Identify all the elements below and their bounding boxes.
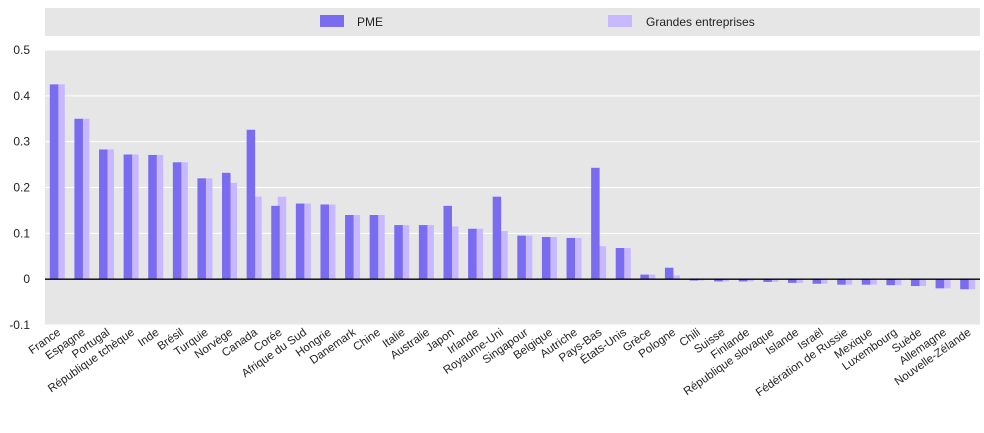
x-tick-label: Chine bbox=[351, 327, 383, 354]
bar-grandes-entreprises bbox=[425, 225, 434, 280]
bar-pme bbox=[271, 205, 280, 280]
bar-pme bbox=[320, 204, 329, 280]
bar-pme bbox=[837, 279, 846, 285]
bar-pme bbox=[222, 172, 231, 280]
bar-pme bbox=[369, 215, 379, 280]
bar-pme bbox=[763, 279, 772, 282]
bar-pme bbox=[49, 84, 59, 280]
bar-grandes-entreprises bbox=[892, 279, 902, 286]
bar-grandes-entreprises bbox=[819, 279, 828, 284]
legend-band bbox=[45, 8, 980, 36]
y-tick-label: 0 bbox=[23, 272, 30, 286]
bar-grandes-entreprises bbox=[966, 279, 976, 290]
bar-pme bbox=[492, 196, 502, 280]
bar-grandes-entreprises bbox=[745, 279, 754, 282]
bar-pme bbox=[787, 279, 797, 283]
bar-pme bbox=[468, 228, 477, 280]
y-tick-label: 0.1 bbox=[13, 226, 30, 240]
bar-grandes-entreprises bbox=[720, 279, 730, 282]
bar-grandes-entreprises bbox=[376, 215, 385, 280]
bar-pme bbox=[640, 274, 649, 280]
bar-grandes-entreprises bbox=[351, 215, 361, 280]
bar-grandes-entreprises bbox=[671, 275, 680, 280]
legend-swatch-pme bbox=[320, 15, 344, 27]
y-tick-label: 0.5 bbox=[13, 43, 30, 57]
bar-pme bbox=[443, 205, 452, 280]
y-tick-labels: -0.1 0 0.1 0.2 0.3 0.4 0.5 bbox=[9, 43, 30, 332]
bar-pme bbox=[886, 279, 895, 286]
bar-grandes-entreprises bbox=[449, 226, 459, 280]
bar-pme bbox=[910, 279, 920, 287]
bar-grandes-entreprises bbox=[179, 162, 188, 280]
bar-grandes-entreprises bbox=[499, 231, 508, 280]
bar-grandes-entreprises bbox=[228, 182, 238, 280]
bar-pme bbox=[418, 225, 428, 280]
bar-grandes-entreprises bbox=[622, 248, 631, 280]
bar-pme bbox=[345, 215, 354, 280]
bar-grandes-entreprises bbox=[794, 279, 803, 283]
legend: PME Grandes entreprises bbox=[320, 15, 755, 29]
bar-pme bbox=[295, 203, 305, 280]
bar-pme bbox=[541, 237, 551, 280]
bar-grandes-entreprises bbox=[400, 225, 410, 280]
bar-pme bbox=[664, 267, 674, 280]
bar-grandes-entreprises bbox=[302, 203, 311, 280]
bar-grandes-entreprises bbox=[868, 279, 877, 285]
bar-grandes-entreprises bbox=[326, 204, 336, 280]
bar-pme bbox=[394, 225, 403, 280]
bar-grandes-entreprises bbox=[277, 196, 287, 280]
bar-grandes-entreprises bbox=[474, 228, 484, 280]
bar-pme bbox=[591, 167, 600, 280]
y-tick-label: 0.2 bbox=[13, 181, 30, 195]
bar-grandes-entreprises bbox=[80, 118, 90, 280]
legend-swatch-grandes-entreprises bbox=[608, 15, 632, 27]
bar-pme bbox=[812, 279, 822, 284]
legend-label-grandes-entreprises: Grandes entreprises bbox=[646, 15, 755, 29]
bar-grandes-entreprises bbox=[597, 246, 607, 280]
bar-pme bbox=[960, 279, 969, 290]
bar-pme bbox=[714, 279, 723, 282]
bar-pme bbox=[148, 154, 157, 280]
bar-grandes-entreprises bbox=[646, 274, 656, 280]
legend-label-pme: PME bbox=[357, 15, 383, 29]
bar-pme bbox=[74, 118, 83, 280]
bar-pme bbox=[738, 279, 748, 282]
bar-grandes-entreprises bbox=[769, 279, 779, 282]
bar-grandes-entreprises bbox=[130, 154, 139, 280]
bar-grandes-entreprises bbox=[253, 196, 262, 280]
bar-pme bbox=[246, 129, 256, 280]
y-tick-label: 0.3 bbox=[13, 135, 30, 149]
bar-pme bbox=[517, 235, 526, 280]
bar-grandes-entreprises bbox=[548, 237, 557, 280]
bar-grandes-entreprises bbox=[523, 235, 533, 280]
bars bbox=[49, 84, 976, 290]
bar-grandes-entreprises bbox=[843, 279, 853, 285]
bar-grandes-entreprises bbox=[56, 84, 65, 280]
bar-grandes-entreprises bbox=[154, 154, 164, 280]
y-tick-label: -0.1 bbox=[9, 318, 30, 332]
bar-grandes-entreprises bbox=[105, 149, 115, 280]
bar-pme bbox=[123, 154, 133, 280]
bar-grandes-entreprises bbox=[203, 178, 213, 280]
bar-pme bbox=[197, 178, 206, 280]
bar-pme bbox=[861, 279, 871, 285]
bar-grandes-entreprises bbox=[917, 279, 926, 287]
bar-pme bbox=[566, 237, 576, 280]
bar-pme bbox=[935, 279, 945, 289]
bar-grandes-entreprises bbox=[573, 237, 582, 280]
bar-pme bbox=[99, 149, 108, 280]
bar-pme bbox=[172, 162, 182, 280]
y-tick-label: 0.4 bbox=[13, 89, 30, 103]
bar-grandes-entreprises bbox=[942, 279, 951, 289]
bar-pme bbox=[615, 248, 625, 280]
